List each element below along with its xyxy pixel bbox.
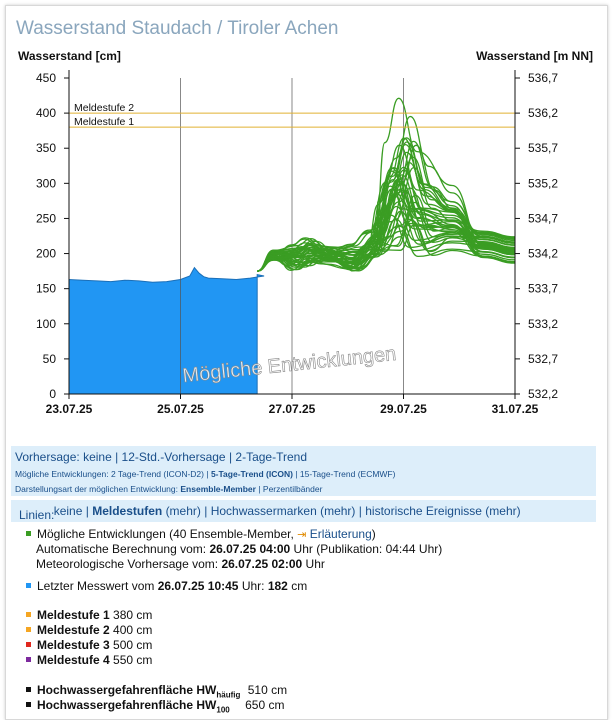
y-tick-label-right: 533,7	[528, 282, 558, 296]
ensemble-member-line	[257, 207, 516, 272]
legend-meldestufe-1: Meldestufe 1 380 cm	[26, 608, 152, 622]
y-tick-label-left: 0	[49, 387, 56, 401]
info-icon: ⇥	[297, 529, 307, 541]
y-tick-label-right: 535,7	[528, 141, 558, 155]
entw-icon-d2-link[interactable]: 2 Tage-Trend (ICON-D2)	[110, 469, 204, 479]
legend-hw-haeufig: Hochwassergefahrenfläche HWhäufig 510 cm	[26, 683, 287, 699]
y-tick-label-left: 100	[36, 317, 56, 331]
darstellung-row: Darstellungsart der möglichen Entwicklun…	[15, 484, 323, 494]
hw-haeufig-marker	[26, 687, 31, 693]
ensemble-member-line	[257, 187, 516, 272]
entw-ecmwf-link[interactable]: 15-Tage-Trend (ECMWF)	[299, 469, 396, 479]
linien-keine-link[interactable]: keine	[53, 504, 83, 518]
x-tick-label: 23.07.25	[46, 402, 93, 416]
linien-hwmarken-link[interactable]: Hochwassermarken	[210, 504, 317, 518]
forecast-options-panel: Vorhersage: keine | 12-Std.-Vorhersage |…	[11, 446, 596, 496]
y-tick-label-left: 250	[36, 211, 56, 225]
ensemble-member-line	[257, 137, 516, 272]
y-tick-label-right: 532,7	[528, 352, 558, 366]
meldestufe-1-marker	[26, 612, 31, 618]
y-tick-label-left: 350	[36, 141, 56, 155]
linien-meldestufen-link[interactable]: Meldestufen	[92, 504, 163, 518]
y-axis-right-label: Wasserstand [m NN]	[476, 49, 593, 63]
threshold-label: Meldestufe 2	[74, 102, 134, 114]
y-tick-label-right: 533,2	[528, 317, 558, 331]
legend-meldestufe-3: Meldestufe 3 500 cm	[26, 638, 152, 652]
linien-historisch-link[interactable]: historische Ereignisse	[365, 504, 482, 518]
legend-meldestufe-4: Meldestufe 4 550 cm	[26, 653, 152, 667]
vorhersage-12h-link[interactable]: 12-Std.-Vorhersage	[121, 450, 226, 464]
x-tick-label: 31.07.25	[492, 402, 539, 416]
y-tick-label-right: 534,7	[528, 211, 558, 225]
y-tick-label-left: 450	[36, 71, 56, 85]
ensemble-marker	[26, 531, 31, 537]
measured-area	[68, 266, 265, 395]
y-axis-left-label: Wasserstand [cm]	[18, 49, 121, 63]
vorhersage-2tage-link[interactable]: 2-Tage-Trend	[235, 450, 307, 464]
water-level-chart: Wasserstand [cm] Wasserstand [m NN] Meld…	[18, 49, 593, 416]
x-tick-label: 29.07.25	[380, 402, 427, 416]
vorhersage-keine-link[interactable]: keine	[83, 450, 112, 464]
meldestufe-3-marker	[26, 642, 31, 648]
darst-perzentil-link[interactable]: Perzentilbänder	[262, 484, 323, 494]
legend-last-measurement: Letzter Messwert vom 26.07.25 10:45 Uhr:…	[26, 579, 307, 593]
y-tick-label-left: 150	[36, 282, 56, 296]
meldestufe-4-marker	[26, 657, 31, 663]
entwicklungen-row: Mögliche Entwicklungen: 2 Tage-Trend (IC…	[15, 469, 396, 479]
y-tick-label-right: 536,2	[528, 106, 558, 120]
linien-meldestufen-mehr-link[interactable]: (mehr)	[165, 504, 201, 518]
meldestufe-2-marker	[26, 627, 31, 633]
linien-row: Linien: keine | Meldestufen (mehr) | Hoc…	[11, 500, 596, 522]
y-tick-label-left: 200	[36, 247, 56, 261]
y-tick-label-right: 535,2	[528, 176, 558, 190]
measurement-marker	[26, 583, 31, 589]
ensemble-member-line	[257, 143, 516, 272]
hw-100-marker	[26, 702, 31, 708]
legend-ensemble: Mögliche Entwicklungen (40 Ensemble-Memb…	[26, 527, 376, 541]
ensemble-member-line	[257, 182, 516, 272]
y-tick-label-left: 300	[36, 176, 56, 190]
y-tick-label-left: 400	[36, 106, 56, 120]
erlaeuterung-link[interactable]: Erläuterung	[309, 527, 372, 541]
ensemble-member-line	[257, 194, 516, 272]
entw-icon-link[interactable]: 5-Tage-Trend (ICON)	[210, 469, 293, 479]
y-tick-label-right: 536,7	[528, 71, 558, 85]
legend-meldestufe-2: Meldestufe 2 400 cm	[26, 623, 152, 637]
linien-historisch-mehr-link[interactable]: (mehr)	[485, 504, 521, 518]
legend-meteo: Meteorologische Vorhersage vom: 26.07.25…	[36, 557, 325, 571]
ensemble-member-line	[257, 179, 516, 272]
legend-hw-100: Hochwassergefahrenfläche HW100 650 cm	[26, 698, 284, 714]
y-tick-label-right: 532,2	[528, 387, 558, 401]
darst-ensemble-link[interactable]: Ensemble-Member	[180, 484, 256, 494]
linien-hwmarken-mehr-link[interactable]: (mehr)	[320, 504, 356, 518]
vorhersage-row: Vorhersage: keine | 12-Std.-Vorhersage |…	[15, 450, 307, 464]
page-title: Wasserstand Staudach / Tiroler Achen	[16, 18, 339, 39]
ensemble-member-line	[257, 151, 516, 272]
threshold-label: Meldestufe 1	[74, 116, 134, 128]
ensemble-member-line	[257, 144, 516, 272]
x-tick-label: 25.07.25	[157, 402, 204, 416]
y-tick-label-left: 50	[43, 352, 57, 366]
x-tick-label: 27.07.25	[269, 402, 316, 416]
legend-berechnung: Automatische Berechnung vom: 26.07.25 04…	[36, 542, 443, 556]
y-tick-label-right: 534,2	[528, 247, 558, 261]
